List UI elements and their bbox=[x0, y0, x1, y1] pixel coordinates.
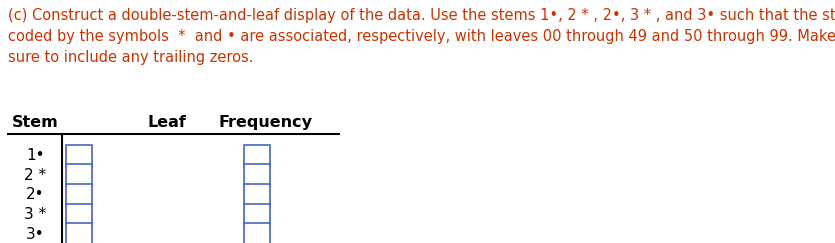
Text: 3 *: 3 * bbox=[24, 207, 46, 222]
FancyBboxPatch shape bbox=[66, 184, 92, 206]
Text: Leaf: Leaf bbox=[148, 115, 187, 130]
Text: Stem: Stem bbox=[12, 115, 58, 130]
FancyBboxPatch shape bbox=[66, 164, 92, 186]
FancyBboxPatch shape bbox=[244, 204, 270, 226]
Text: 2 *: 2 * bbox=[24, 168, 46, 183]
FancyBboxPatch shape bbox=[66, 145, 92, 166]
FancyBboxPatch shape bbox=[244, 164, 270, 186]
FancyBboxPatch shape bbox=[66, 204, 92, 226]
Text: 3•: 3• bbox=[26, 227, 44, 242]
Text: Frequency: Frequency bbox=[219, 115, 312, 130]
Text: 1•: 1• bbox=[26, 148, 44, 163]
FancyBboxPatch shape bbox=[244, 184, 270, 206]
Text: 2•: 2• bbox=[26, 187, 44, 202]
FancyBboxPatch shape bbox=[66, 223, 92, 243]
FancyBboxPatch shape bbox=[244, 145, 270, 166]
Text: (c) Construct a double-stem-and-leaf display of the data. Use the stems 1•, 2 * : (c) Construct a double-stem-and-leaf dis… bbox=[8, 8, 835, 65]
FancyBboxPatch shape bbox=[244, 223, 270, 243]
